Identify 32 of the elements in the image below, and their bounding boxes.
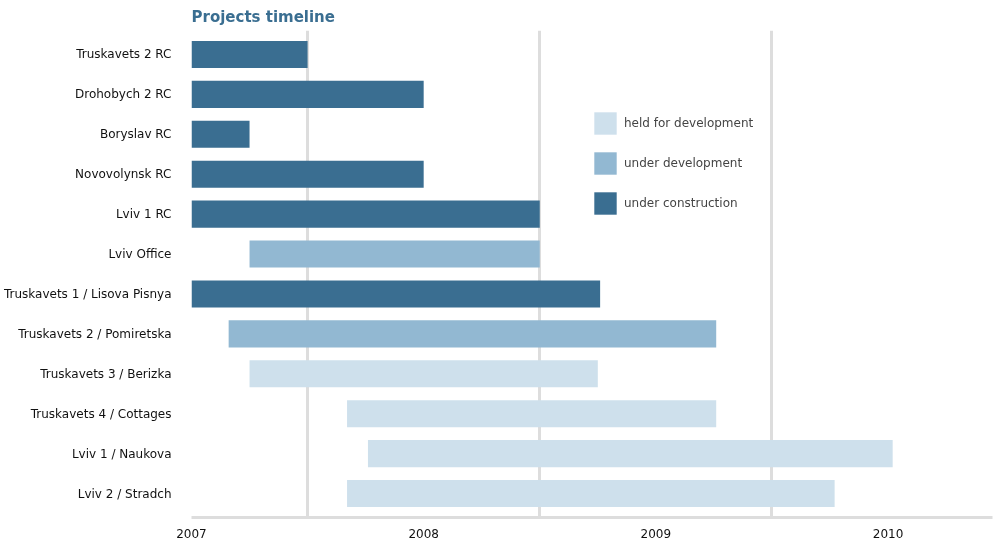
y-tick-label: Lviv 2 / Stradch bbox=[77, 486, 172, 501]
y-tick-label: Lviv 1 / Naukova bbox=[71, 446, 172, 461]
y-tick-label: Lviv 1 RC bbox=[115, 207, 172, 222]
legend-label: under development bbox=[624, 156, 743, 170]
bar bbox=[347, 479, 835, 508]
x-tick-label: 2008 bbox=[408, 526, 439, 541]
bar bbox=[191, 200, 540, 228]
bar bbox=[249, 240, 540, 268]
bar bbox=[228, 320, 717, 348]
y-tick-label: Truskavets 2 / Pomiretska bbox=[17, 326, 172, 341]
legend-label: held for development bbox=[624, 116, 754, 130]
x-tick-label: 2007 bbox=[176, 526, 207, 541]
bar bbox=[191, 160, 424, 188]
bar bbox=[347, 400, 717, 428]
bar bbox=[191, 120, 250, 148]
legend-label: under construction bbox=[624, 196, 738, 210]
bar bbox=[191, 280, 601, 308]
y-tick-label: Truskavets 2 RC bbox=[75, 47, 172, 62]
bar bbox=[367, 440, 893, 468]
y-tick-label: Truskavets 4 / Cottages bbox=[29, 406, 172, 421]
x-tick-label: 2010 bbox=[872, 526, 904, 541]
y-tick-label: Novovolynsk RC bbox=[75, 167, 172, 182]
bar bbox=[191, 80, 424, 108]
bar bbox=[249, 360, 598, 388]
y-tick-label: Drohobych 2 RC bbox=[75, 87, 172, 102]
x-tick-label: 2009 bbox=[640, 526, 672, 541]
y-tick-label: Truskavets 3 / Berizka bbox=[39, 366, 172, 381]
bar bbox=[191, 40, 308, 69]
chart-title: Projects timeline bbox=[191, 7, 335, 26]
y-tick-label: Lviv Office bbox=[108, 247, 172, 262]
y-tick-label: Boryslav RC bbox=[99, 127, 172, 142]
y-tick-label: Truskavets 1 / Lisova Pisnya bbox=[2, 286, 172, 301]
